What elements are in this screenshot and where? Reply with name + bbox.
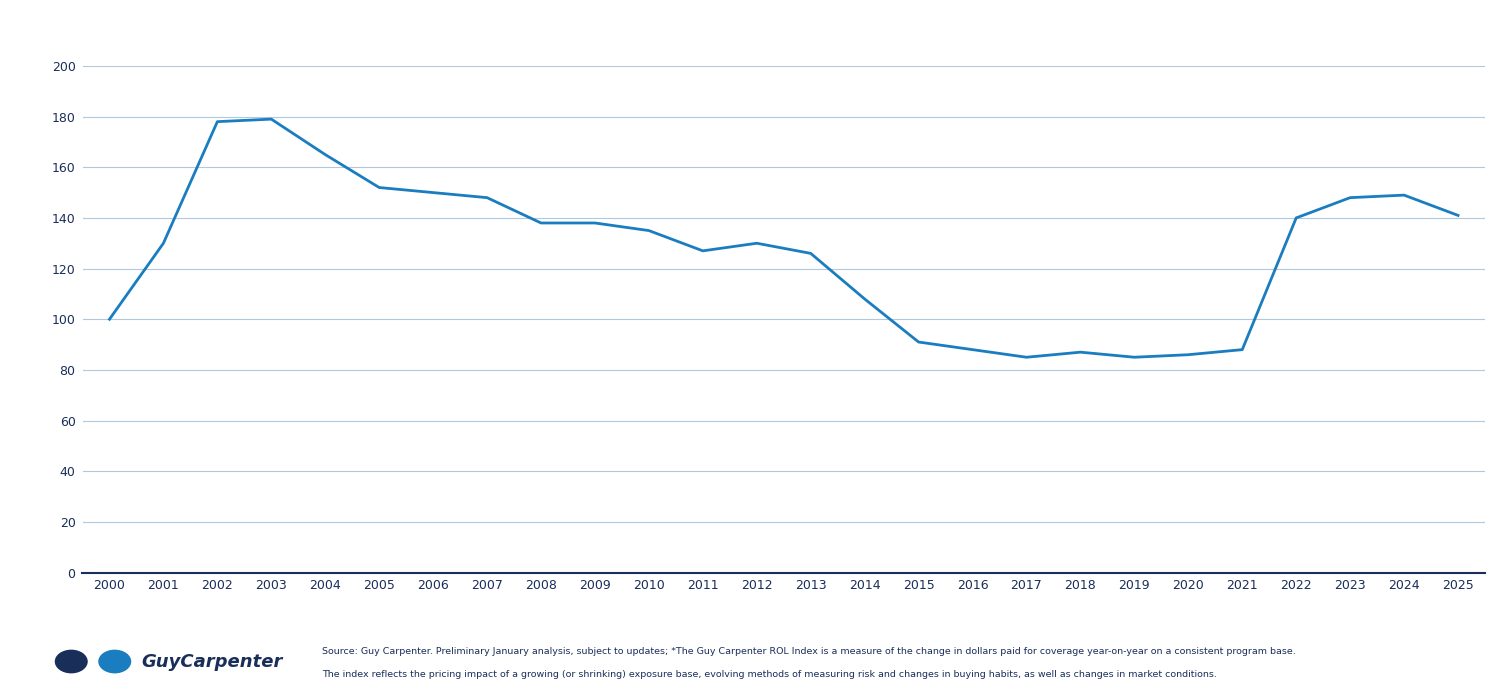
Ellipse shape xyxy=(99,650,132,673)
Text: The index reflects the pricing impact of a growing (or shrinking) exposure base,: The index reflects the pricing impact of… xyxy=(322,670,1218,679)
Text: The Guy Carpenter European Property Catastrophe Rate on Line Index decreased by : The Guy Carpenter European Property Cata… xyxy=(56,593,1444,611)
Ellipse shape xyxy=(54,650,87,673)
Text: Source: Guy Carpenter. Preliminary January analysis, subject to updates; *The Gu: Source: Guy Carpenter. Preliminary Janua… xyxy=(322,647,1296,656)
Text: GuyCarpenter: GuyCarpenter xyxy=(141,652,282,670)
